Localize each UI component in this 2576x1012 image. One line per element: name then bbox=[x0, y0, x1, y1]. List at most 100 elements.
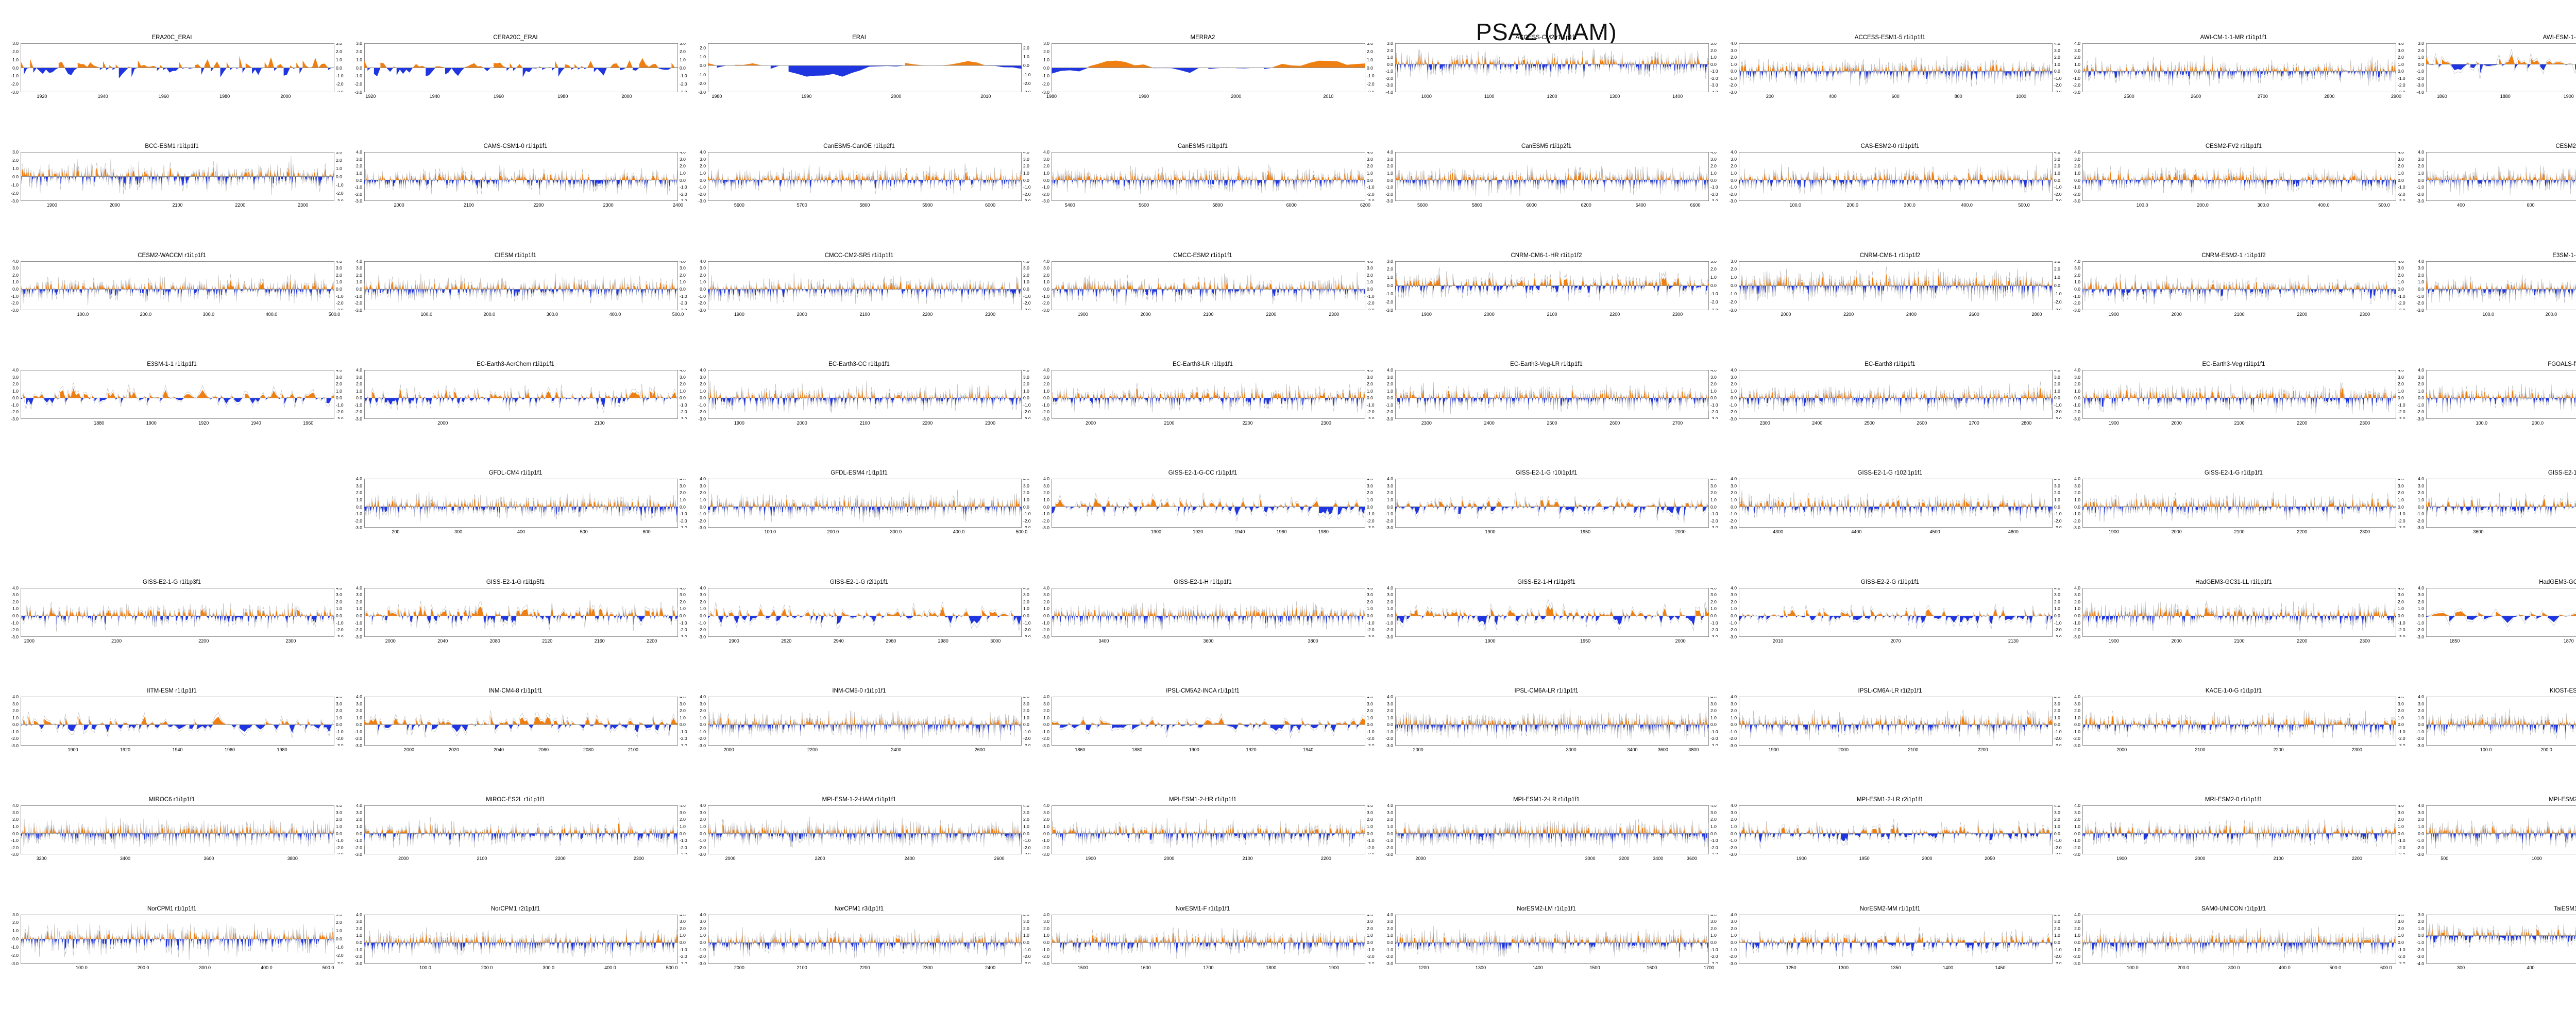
y-tick-label: 1.0 bbox=[700, 823, 706, 829]
y-tick-label: 1.0 bbox=[2074, 279, 2080, 285]
x-axis-labels: 1900 1950 2000 bbox=[1395, 638, 1709, 646]
y-tick-label: 0.0 bbox=[700, 177, 706, 183]
y-axis-labels: 2.0 1.0 0.0 -1.0 -2.0 -3.0 bbox=[688, 43, 707, 94]
y-tick-label: 2.0 bbox=[700, 45, 706, 50]
y-tick-label-right: 1.0 bbox=[1710, 497, 1717, 502]
y-tick-label-right: 2.0 bbox=[680, 925, 686, 931]
y-tick-label: 3.0 bbox=[2074, 701, 2080, 706]
positive-anomaly-area bbox=[366, 497, 678, 507]
x-tick-label: 2000 bbox=[2171, 420, 2182, 426]
y-tick-label-right: 3.0 bbox=[2398, 701, 2404, 706]
y-tick-label: -2.0 bbox=[354, 736, 362, 741]
y-tick-label-right: -1.0 bbox=[1023, 729, 1031, 734]
y-tick-label: 1.0 bbox=[2418, 279, 2424, 285]
x-axis-labels: 1900 2000 2100 2200 2300 bbox=[21, 203, 334, 210]
y-tick-label-right: 4.0 bbox=[1023, 588, 1029, 590]
x-tick-label: 2100 bbox=[2234, 311, 2245, 317]
y-tick-label-right: -3.0 bbox=[2054, 525, 2062, 528]
y-tick-label-right: 4.0 bbox=[1367, 370, 1373, 372]
y-tick-label: -3.0 bbox=[1385, 307, 1393, 313]
y-tick-label: 1.0 bbox=[1387, 933, 1393, 938]
y-tick-label-right: 2.0 bbox=[1023, 817, 1029, 822]
x-tick-label: 1900 bbox=[2563, 94, 2574, 99]
y-axis-labels: 4.0 3.0 2.0 1.0 0.0 -1.0 -2.0 -3.0 bbox=[1, 803, 20, 856]
y-tick-label-right: 4.0 bbox=[680, 152, 686, 154]
y-tick-label: 3.0 bbox=[1731, 701, 1737, 706]
negative-anomaly-area bbox=[708, 833, 1022, 843]
y-tick-label: -2.0 bbox=[1729, 953, 1737, 959]
y-tick-label-right: 4.0 bbox=[1710, 479, 1717, 481]
y-tick-label-right: 2.0 bbox=[680, 599, 686, 604]
y-tick-label-right: -1.0 bbox=[1023, 620, 1031, 626]
y-tick-label: 4.0 bbox=[1387, 367, 1393, 373]
positive-anomaly-area bbox=[708, 823, 1021, 834]
y-tick-label-right: -3.0 bbox=[1023, 307, 1031, 310]
chart-panel: CMCC-ESM2 r1i1p1f1 4.0 3.0 2.0 1.0 0.0 -1.0 -2.… bbox=[1031, 250, 1375, 359]
panel-title: CNRM-CM6-1-HR r1i1p1f2 bbox=[1511, 252, 1582, 259]
x-tick-label: 1900 bbox=[2108, 529, 2119, 535]
negative-anomaly-area bbox=[2427, 724, 2576, 735]
panel-title: NorCPM1 r1i1p1f1 bbox=[147, 905, 197, 912]
y-tick-label-right: -1.0 bbox=[1710, 511, 1718, 516]
chart-panel: EC-Earth3-Veg r1i1p1f1 4.0 3.0 2.0 1.0 0.0 -1.… bbox=[2062, 359, 2405, 467]
y-tick-label-right: 2.0 bbox=[1710, 490, 1717, 496]
y-tick-label-right: 2.0 bbox=[1367, 490, 1373, 496]
y-tick-label-right: 1.0 bbox=[2398, 279, 2404, 285]
x-tick-label: 2600 bbox=[1917, 420, 1927, 426]
x-axis-labels: 1900 2000 2100 2200 2300 bbox=[2082, 312, 2396, 319]
y-tick-label: 3.0 bbox=[2074, 483, 2080, 488]
y-tick-label-right: -1.0 bbox=[1367, 511, 1375, 516]
y-tick-label: 3.0 bbox=[2418, 701, 2424, 706]
x-tick-label: 200.0 bbox=[2532, 420, 2544, 426]
panel-title: MPI-ESM1-2-HR r1i1p1f1 bbox=[1168, 797, 1236, 803]
y-tick-label-right: -3.0 bbox=[1710, 416, 1718, 419]
y-tick-label-right: -3.0 bbox=[2398, 634, 2405, 637]
y-axis-labels: 4.0 3.0 2.0 1.0 0.0 -1.0 -2.0 -3.0 bbox=[1719, 585, 1738, 638]
panel-title: INM-CM5-0 r1i1p1f1 bbox=[832, 687, 886, 694]
x-tick-label: 2000 bbox=[394, 203, 404, 208]
positive-anomaly-area bbox=[1739, 824, 2053, 834]
y-tick-label-right: -1.0 bbox=[336, 402, 344, 408]
panel-empty bbox=[0, 467, 344, 576]
negative-anomaly-area bbox=[1052, 289, 1365, 300]
y-axis-labels: 3.0 2.0 1.0 0.0 -1.0 -2.0 -3.0 bbox=[1, 912, 20, 965]
y-axis-labels: 4.0 3.0 2.0 1.0 0.0 -1.0 -2.0 -3.0 bbox=[2406, 695, 2425, 748]
y-tick-label-right: 4.0 bbox=[2398, 915, 2404, 917]
y-tick-label-right: -2.0 bbox=[1023, 409, 1031, 415]
x-tick-label: 200 bbox=[392, 529, 400, 535]
raw-series-line bbox=[2426, 709, 2576, 741]
x-tick-label: 2100 bbox=[2273, 856, 2284, 862]
y-tick-label-right: 1.0 bbox=[2398, 497, 2404, 502]
plot-frame bbox=[2426, 587, 2576, 637]
panel-title: KACE-1-0-G r1i1p1f1 bbox=[2205, 687, 2262, 694]
y-tick-label: 0.0 bbox=[2074, 722, 2080, 728]
y-tick-label: 3.0 bbox=[2418, 156, 2424, 162]
y-tick-label: 1.0 bbox=[1731, 61, 1737, 67]
y-tick-label: 2.0 bbox=[700, 599, 706, 604]
plot-area bbox=[1739, 805, 2053, 855]
y-tick-label-right: 3.0 bbox=[2398, 483, 2404, 488]
y-axis-labels: 4.0 3.0 2.0 1.0 0.0 -1.0 -2.0 -3.0 bbox=[2063, 259, 2081, 312]
x-tick-label: 1900 bbox=[146, 420, 157, 426]
y-axis-labels-right: 4.03.02.01.00.0-1.0-2.0-3.0 bbox=[1710, 915, 1718, 964]
y-axis-labels: 4.0 3.0 2.0 1.0 0.0 -1.0 -2.0 -3.0 bbox=[1032, 803, 1050, 856]
y-tick-label: 0.0 bbox=[700, 286, 706, 292]
y-tick-label: -3.0 bbox=[698, 525, 706, 531]
y-tick-label-right: 2.0 bbox=[1367, 48, 1373, 54]
x-tick-label: 400 bbox=[2527, 965, 2535, 970]
y-tick-label: 1.0 bbox=[1731, 606, 1737, 612]
panel-title: NorCPM1 r3i1p1f1 bbox=[834, 905, 884, 912]
y-tick-label: -3.0 bbox=[698, 852, 706, 857]
y-tick-label-right: -2.0 bbox=[1710, 518, 1718, 524]
y-axis-labels: 4.0 3.0 2.0 1.0 0.0 -1.0 -2.0 -3.0 bbox=[2406, 803, 2425, 856]
panel-title: ACCESS-CM2 r1i1p1f1 bbox=[1515, 35, 1578, 41]
panel-title: HadGEM3-GC31-LL r3i1p1f1 bbox=[2539, 579, 2576, 585]
x-tick-label: 3000 bbox=[990, 638, 1001, 644]
y-tick-label-right: 3.0 bbox=[336, 265, 342, 271]
panel-title: EC-Earth3-Veg-LR r1i1p1f1 bbox=[1510, 361, 1583, 367]
y-tick-label-right: 2.0 bbox=[2398, 381, 2404, 386]
y-tick-label-right: -3.0 bbox=[2054, 852, 2062, 855]
y-tick-label: 2.0 bbox=[1043, 707, 1049, 713]
y-tick-label-right: 0.0 bbox=[1023, 62, 1029, 68]
